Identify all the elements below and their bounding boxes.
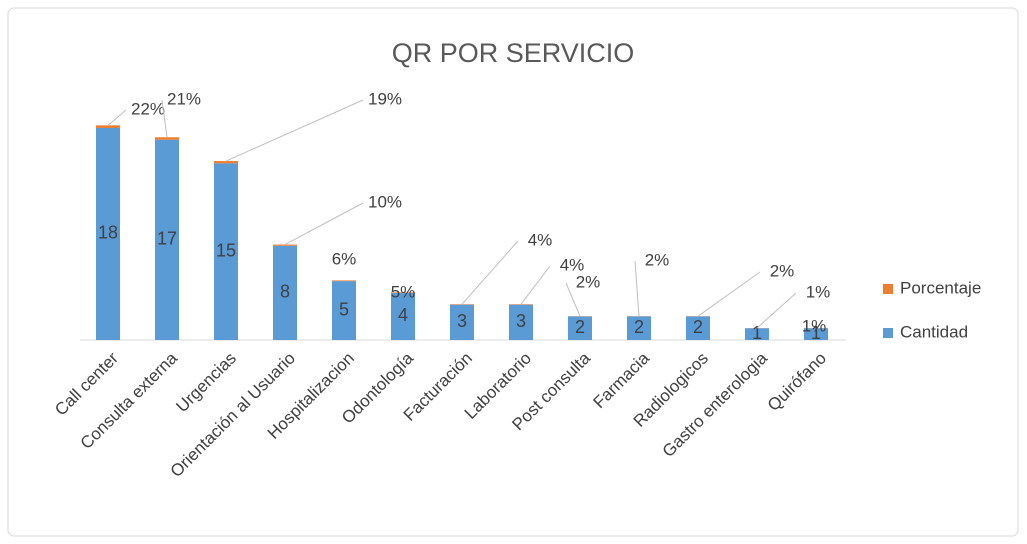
- leader-line: [161, 99, 168, 138]
- bar-segment: [214, 161, 238, 164]
- data-label: 5%: [391, 282, 416, 301]
- legend-label: Porcentaje: [900, 278, 981, 297]
- data-label: 10%: [368, 192, 402, 211]
- data-label: 2: [693, 317, 703, 337]
- bar-segment: [509, 304, 533, 340]
- data-label: 2%: [770, 261, 795, 280]
- bar-segment: [391, 292, 415, 293]
- leader-line: [461, 240, 519, 305]
- data-label: 15: [216, 240, 236, 260]
- leader-line: [634, 260, 640, 317]
- leader-line: [756, 292, 797, 329]
- leader-line: [697, 271, 761, 317]
- data-label: 2: [634, 317, 644, 337]
- legend-swatch: [883, 328, 893, 338]
- data-label: 1%: [806, 282, 831, 301]
- bar-segment: [450, 304, 474, 340]
- data-label: 1: [752, 323, 762, 343]
- leader-line: [107, 109, 127, 126]
- chart-title: QR POR SERVICIO: [392, 38, 635, 68]
- bar-segment: [155, 139, 179, 340]
- data-label: 2: [575, 317, 585, 337]
- data-label: 1%: [802, 316, 827, 335]
- legend-label: Cantidad: [900, 322, 968, 341]
- bar-segment: [155, 137, 179, 140]
- data-label: 3: [516, 311, 526, 331]
- data-label: 18: [98, 223, 118, 243]
- bar-segment: [745, 328, 769, 340]
- leader-line: [225, 99, 364, 162]
- leader-line: [284, 202, 364, 246]
- data-label: 19%: [368, 89, 402, 108]
- bar-segment: [273, 245, 297, 340]
- legend-swatch: [883, 284, 893, 294]
- data-label: 4: [398, 305, 408, 325]
- bar-segment: [568, 316, 592, 340]
- chart-frame: [7, 7, 1019, 537]
- bar-segment: [96, 125, 120, 128]
- data-label: 4%: [528, 230, 553, 249]
- bar-segment: [273, 244, 297, 246]
- data-label: 17: [157, 229, 177, 249]
- bar-segment: [686, 316, 710, 340]
- data-label: 22%: [131, 99, 165, 118]
- data-label: 1: [811, 323, 821, 343]
- data-label: 4%: [560, 255, 585, 274]
- bar-segment: [627, 316, 651, 340]
- data-label: 2%: [645, 250, 670, 269]
- bar-segment: [332, 281, 356, 340]
- data-label: 3: [457, 311, 467, 331]
- bar-segment: [96, 127, 120, 341]
- bar-segment: [332, 280, 356, 282]
- data-label: 5: [339, 299, 349, 319]
- data-label: 6%: [332, 249, 357, 268]
- bar-segment: [214, 163, 238, 340]
- leader-line: [520, 265, 551, 305]
- data-label: 21%: [167, 89, 201, 108]
- bar-segment: [804, 328, 828, 340]
- leader-line: [565, 282, 581, 317]
- data-label: 8: [280, 282, 290, 302]
- data-label: 2%: [576, 272, 601, 291]
- bar-segment: [391, 292, 415, 340]
